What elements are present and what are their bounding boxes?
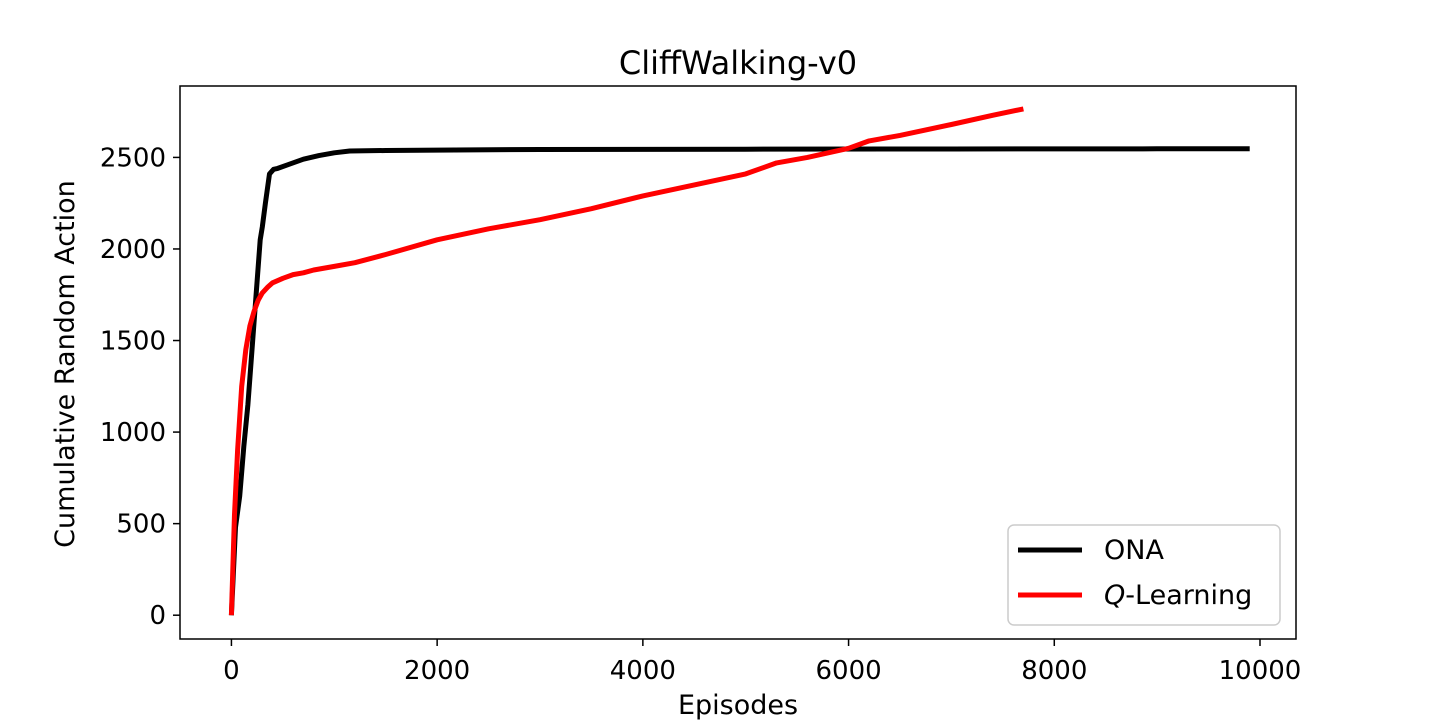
- x-tick-label: 4000: [610, 656, 676, 686]
- chart-title: CliffWalking-v0: [619, 44, 857, 82]
- legend-label-q-learning-suffix: -Learning: [1125, 580, 1252, 611]
- x-tick-label: 2000: [404, 656, 470, 686]
- legend-label-q-learning: Q-Learning: [1104, 580, 1252, 611]
- legend-label-q-learning-prefix: Q: [1104, 580, 1125, 611]
- x-tick-label: 0: [223, 656, 240, 686]
- plot-frame: [179, 85, 1297, 640]
- y-tick-label: 1000: [100, 418, 166, 448]
- x-tick-label: 8000: [1021, 656, 1087, 686]
- x-tick-label: 10000: [1219, 656, 1302, 686]
- series-lines: [228, 106, 1250, 616]
- y-tick-label: 2000: [100, 235, 166, 265]
- series-line-q-learning: [228, 106, 1024, 616]
- legend: ONA Q-Learning: [1007, 524, 1281, 626]
- y-tick-label: 0: [149, 601, 166, 631]
- x-axis-label: Episodes: [678, 690, 798, 720]
- y-tick-label: 1500: [100, 327, 166, 357]
- series-line-ona: [228, 146, 1250, 616]
- y-axis-label: Cumulative Random Action: [50, 180, 81, 548]
- legend-label-ona: ONA: [1104, 535, 1164, 566]
- y-tick-label: 500: [116, 510, 166, 540]
- x-tick-label: 6000: [815, 656, 881, 686]
- axis-ticks: 0 2000 4000 6000 8000 10000 0 500 1000 1500 2000 25…: [100, 143, 1302, 686]
- y-tick-label: 2500: [100, 143, 166, 173]
